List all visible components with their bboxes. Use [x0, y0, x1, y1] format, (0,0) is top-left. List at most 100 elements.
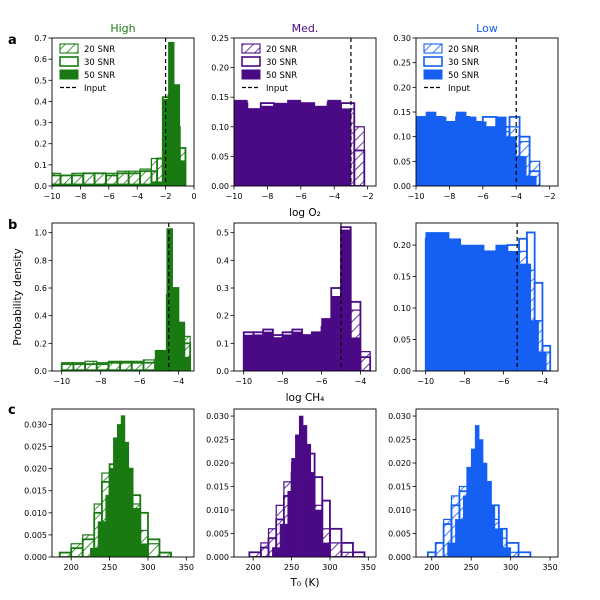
x-tick-label: −6 [103, 192, 115, 201]
y-tick-label: 0.005 [24, 531, 47, 540]
y-tick-label: 0.030 [206, 412, 229, 421]
legend-label: 50 SNR [448, 71, 479, 81]
bar-50-snr [272, 337, 283, 371]
legend-label: 20 SNR [84, 45, 115, 55]
y-tick-label: 0.6 [34, 55, 47, 64]
bar-50-snr [445, 121, 457, 186]
bar-50-snr [173, 84, 181, 186]
bar-30-snr [517, 551, 532, 557]
y-tick-label: 0.000 [206, 553, 229, 562]
y-tick-label: 0.015 [24, 487, 47, 496]
bar-50-snr [515, 156, 527, 186]
x-tick-label: 200 [246, 563, 261, 572]
bar-50-snr [273, 102, 288, 186]
plot-area [234, 38, 366, 186]
legend-label: 20 SNR [266, 45, 297, 55]
bar-50-snr [483, 251, 497, 371]
x-tick-label: 350 [179, 563, 194, 572]
bar-50-snr [243, 334, 254, 371]
axes-frame [233, 408, 377, 558]
bar-50-snr [482, 462, 488, 557]
axes-frame [51, 222, 195, 372]
plot-area [58, 415, 172, 557]
legend-swatch [59, 43, 79, 54]
y-tick-label: 0.030 [388, 412, 411, 421]
x-tick-label: −10 [53, 377, 70, 386]
y-tick-label: 0.05 [393, 157, 411, 166]
plot-area [60, 223, 192, 371]
axes-frame [415, 408, 559, 558]
panel-a-low: 0.00 0.05 0.10 0.15 0.20 0.25 0.30 −10 −8 −6 −4 −2 2… [393, 34, 559, 201]
y-tick-label: 0.1 [34, 161, 47, 170]
x-tick-label: −6 [134, 377, 146, 386]
legend-label: Input [84, 84, 107, 94]
y-tick-label: 0.000 [24, 553, 47, 562]
bar-50-snr [327, 99, 342, 186]
bar-50-snr [455, 519, 464, 557]
x-tick-label: 300 [140, 563, 155, 572]
bar-50-snr [168, 41, 175, 186]
bar-50-snr [494, 528, 504, 557]
bar-20-snr [435, 542, 445, 557]
legend-swatch [241, 56, 261, 67]
y-tick-label: 0.20 [393, 83, 411, 92]
y-tick-label: 0.000 [388, 553, 411, 562]
x-tick-label: −8 [262, 192, 274, 201]
bar-50-snr [132, 508, 141, 557]
panel-c-med: 0.000 0.005 0.010 0.015 0.020 0.025 0.030 200 25… [206, 408, 377, 572]
legend-label: 50 SNR [266, 71, 297, 81]
y-tick-label: 0.5 [216, 229, 229, 238]
axes-frame [415, 222, 559, 372]
y-tick-label: 0.30 [393, 34, 411, 43]
x-tick-label: −2 [362, 192, 374, 201]
bar-50-snr [124, 441, 130, 557]
y-tick-label: 0.05 [211, 152, 229, 161]
bar-50-snr [478, 439, 484, 557]
y-tick-label: 0.010 [206, 506, 229, 515]
bar-50-snr [116, 424, 122, 557]
x-tick-label: 350 [542, 563, 557, 572]
bar-50-snr [495, 116, 507, 186]
x-tick-label: 250 [464, 563, 479, 572]
x-tick-label: −6 [477, 192, 489, 201]
axes-frame [51, 37, 195, 187]
x-tick-label: 0 [191, 192, 196, 201]
y-tick-label: 0.10 [393, 304, 411, 313]
x-tick-label: −10 [44, 192, 61, 201]
bar-50-snr [460, 244, 473, 371]
bar-50-snr [425, 111, 437, 186]
plot-area [426, 425, 532, 557]
bar-50-snr [310, 472, 315, 557]
y-tick-label: 0.7 [34, 34, 47, 43]
y-tick-label: 0.020 [206, 459, 229, 468]
y-tick-label: 0.25 [393, 59, 411, 68]
bar-50-snr [448, 238, 462, 371]
y-tick-label: 0.00 [211, 182, 229, 191]
y-tick-label: 0.025 [206, 436, 229, 445]
bar-50-snr [183, 356, 191, 371]
panel-letter-a: a [8, 33, 17, 48]
x-tick-label: −4 [537, 377, 549, 386]
y-tick-label: 0.025 [388, 436, 411, 445]
bar-20-snr [359, 351, 371, 371]
y-tick-label: 0.0 [216, 367, 229, 376]
bar-50-snr [120, 415, 126, 557]
bar-50-snr [495, 244, 508, 371]
bar-50-snr [292, 331, 303, 371]
y-tick-label: 0.0 [34, 182, 47, 191]
y-tick-label: 0.0 [34, 367, 47, 376]
bar-20-snr [353, 126, 365, 186]
bar-50-snr [253, 334, 264, 371]
y-tick-label: 0.4 [216, 256, 229, 265]
y-tick-label: 0.10 [211, 123, 229, 132]
column-title-high: High [110, 22, 135, 35]
bar-50-snr [301, 334, 313, 371]
legend-swatch [423, 56, 443, 67]
y-tick-label: 0.3 [216, 284, 229, 293]
bar-50-snr [490, 505, 496, 557]
y-tick-label: 0.005 [206, 530, 229, 539]
plot-area [242, 223, 372, 371]
bar-50-snr [340, 108, 352, 186]
x-tick-label: −8 [95, 377, 107, 386]
bar-50-snr [470, 448, 476, 557]
